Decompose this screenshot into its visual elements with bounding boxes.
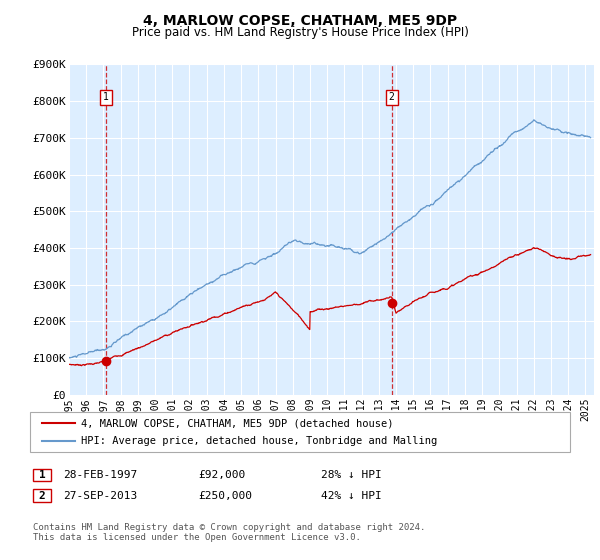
Text: £92,000: £92,000: [198, 470, 245, 480]
Text: 4, MARLOW COPSE, CHATHAM, ME5 9DP: 4, MARLOW COPSE, CHATHAM, ME5 9DP: [143, 14, 457, 28]
Text: This data is licensed under the Open Government Licence v3.0.: This data is licensed under the Open Gov…: [33, 533, 361, 542]
Text: 1: 1: [103, 92, 109, 102]
Text: HPI: Average price, detached house, Tonbridge and Malling: HPI: Average price, detached house, Tonb…: [81, 436, 437, 446]
Text: 4, MARLOW COPSE, CHATHAM, ME5 9DP (detached house): 4, MARLOW COPSE, CHATHAM, ME5 9DP (detac…: [81, 418, 394, 428]
Text: 27-SEP-2013: 27-SEP-2013: [63, 491, 137, 501]
Text: 1: 1: [38, 470, 46, 480]
Text: Price paid vs. HM Land Registry's House Price Index (HPI): Price paid vs. HM Land Registry's House …: [131, 26, 469, 39]
Text: Contains HM Land Registry data © Crown copyright and database right 2024.: Contains HM Land Registry data © Crown c…: [33, 523, 425, 532]
Text: 42% ↓ HPI: 42% ↓ HPI: [321, 491, 382, 501]
Text: 28% ↓ HPI: 28% ↓ HPI: [321, 470, 382, 480]
Text: 28-FEB-1997: 28-FEB-1997: [63, 470, 137, 480]
Text: 2: 2: [389, 92, 395, 102]
Text: 2: 2: [38, 491, 46, 501]
Text: £250,000: £250,000: [198, 491, 252, 501]
